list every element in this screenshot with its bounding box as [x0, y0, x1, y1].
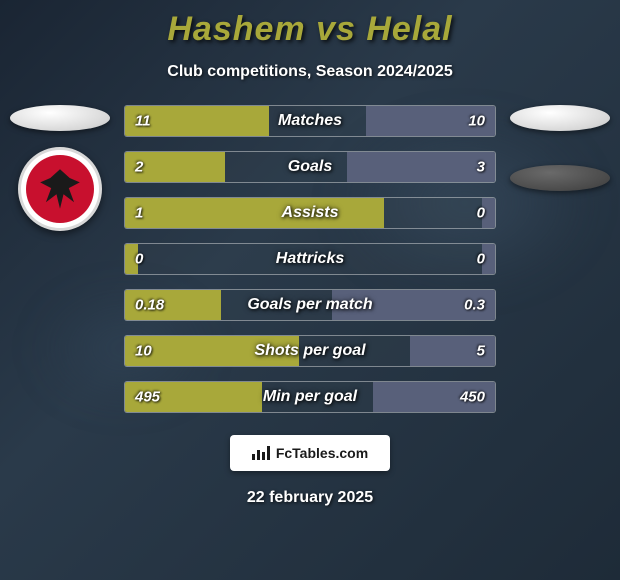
stat-value-right: 10 [468, 113, 485, 130]
stat-row: 10 5 Shots per goal [124, 335, 496, 367]
stat-row: 0 0 Hattricks [124, 243, 496, 275]
stat-label: Min per goal [263, 388, 357, 406]
stat-value-right: 3 [477, 159, 485, 176]
stat-value-left: 2 [135, 159, 143, 176]
bar-fill-right [347, 152, 495, 182]
brand-logo[interactable]: FcTables.com [230, 435, 390, 471]
stat-label: Assists [282, 204, 339, 222]
stat-label: Hattricks [276, 250, 344, 268]
stat-row: 2 3 Goals [124, 151, 496, 183]
stat-value-left: 10 [135, 343, 152, 360]
content-wrapper: Hashem vs Helal Club competitions, Seaso… [0, 0, 620, 580]
stat-row: 11 10 Matches [124, 105, 496, 137]
stat-row: 1 0 Assists [124, 197, 496, 229]
stat-value-left: 1 [135, 205, 143, 222]
chart-icon [252, 446, 270, 460]
stat-value-right: 450 [460, 389, 485, 406]
stat-value-left: 0 [135, 251, 143, 268]
stat-value-left: 495 [135, 389, 160, 406]
stat-row: 495 450 Min per goal [124, 381, 496, 413]
stat-value-right: 5 [477, 343, 485, 360]
stat-label: Shots per goal [254, 342, 365, 360]
stat-value-right: 0.3 [464, 297, 485, 314]
eagle-icon [38, 167, 82, 211]
player-right-ellipse [510, 105, 610, 131]
comparison-bars: 1110Matches23Goals10Assists00Hattricks0.… [120, 105, 500, 413]
date-text: 22 february 2025 [0, 489, 620, 507]
page-title: Hashem vs Helal [0, 10, 620, 49]
player-left-ellipse [10, 105, 110, 131]
stat-value-right: 0 [477, 205, 485, 222]
subtitle: Club competitions, Season 2024/2025 [0, 63, 620, 81]
left-side [0, 105, 120, 231]
club-right-ellipse [510, 165, 610, 191]
stat-value-right: 0 [477, 251, 485, 268]
main-row: 1110Matches23Goals10Assists00Hattricks0.… [0, 105, 620, 413]
stat-row: 0.18 0.3 Goals per match [124, 289, 496, 321]
stat-label: Goals per match [247, 296, 372, 314]
stat-label: Goals [288, 158, 332, 176]
badge-inner [26, 155, 94, 223]
club-badge-left [18, 147, 102, 231]
bar-fill-left [125, 198, 384, 228]
stat-value-left: 0.18 [135, 297, 164, 314]
stat-label: Matches [278, 112, 342, 130]
stat-value-left: 11 [135, 113, 151, 130]
right-side [500, 105, 620, 191]
brand-text: FcTables.com [276, 445, 368, 461]
